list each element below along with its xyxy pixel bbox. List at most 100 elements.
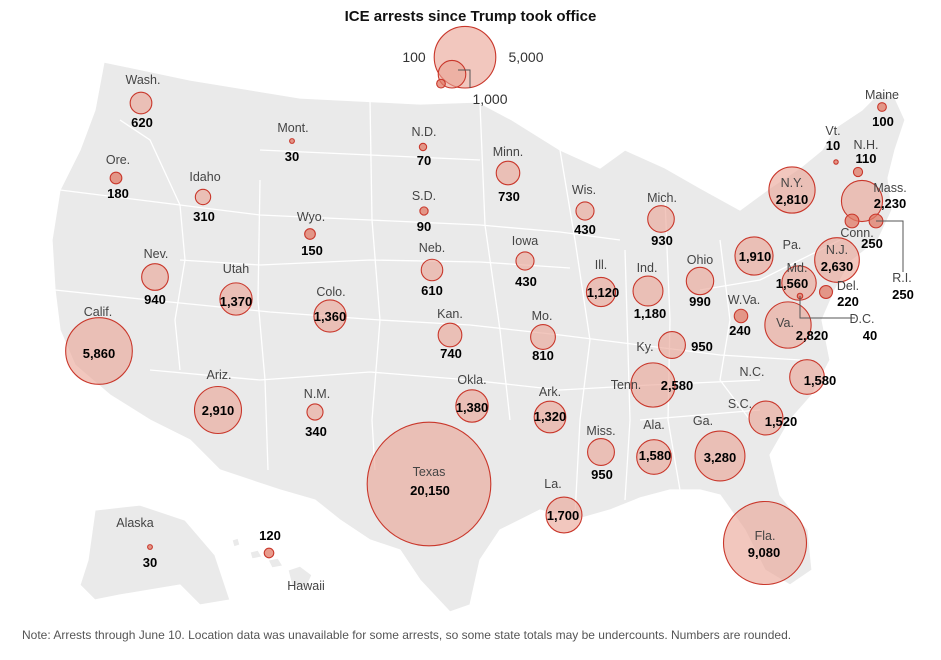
- state-name-ariz: Ariz.: [207, 368, 232, 382]
- state-value-wash: 620: [131, 115, 153, 130]
- state-name-n-h: N.H.: [854, 138, 879, 152]
- state-name-miss: Miss.: [586, 424, 615, 438]
- state-value-colo: 1,360: [314, 309, 347, 324]
- state-name-kan: Kan.: [437, 307, 463, 321]
- state-name-s-d: S.D.: [412, 189, 436, 203]
- state-value-okla: 1,380: [456, 400, 489, 415]
- state-value-kan: 740: [440, 346, 462, 361]
- legend-circle-100: [436, 78, 446, 89]
- contiguous-us-landmass: [51, 61, 906, 613]
- state-labels: Wash. 620 Ore. 180 Calif. 5,860 Idaho 310 Nev. 94…: [83, 73, 914, 593]
- state-name-ore: Ore.: [106, 153, 130, 167]
- bubble-n-m: [306, 403, 324, 421]
- state-name-ala: Ala.: [643, 418, 665, 432]
- state-name-r-i: R.I.: [892, 271, 911, 285]
- bubble-s-c: [748, 400, 784, 436]
- state-name-texas: Texas: [413, 465, 446, 479]
- bubble-iowa: [515, 251, 535, 271]
- state-name-minn: Minn.: [493, 145, 524, 159]
- state-name-neb: Neb.: [419, 241, 445, 255]
- state-value-tenn: 2,580: [661, 378, 694, 393]
- bubble-okla: [455, 389, 489, 423]
- bubble-mass: [840, 179, 884, 223]
- state-value-mo: 810: [532, 348, 554, 363]
- state-value-la: 1,700: [547, 508, 580, 523]
- state-value-va: 2,820: [796, 328, 829, 343]
- state-value-miss: 950: [591, 467, 613, 482]
- bubble-kan: [437, 322, 463, 348]
- state-value-del: 220: [837, 294, 859, 309]
- state-value-w-va: 240: [729, 323, 751, 338]
- state-value-s-d: 90: [417, 219, 431, 234]
- state-value-n-c: 1,580: [804, 373, 837, 388]
- state-value-r-i: 250: [892, 287, 914, 302]
- bubble-n-c: [789, 359, 825, 395]
- state-name-del: Del.: [837, 279, 859, 293]
- state-name-w-va: W.Va.: [728, 293, 760, 307]
- state-name-d-c: D.C.: [850, 312, 875, 326]
- state-value-ga: 3,280: [704, 450, 737, 465]
- state-name-md: Md.: [787, 261, 808, 275]
- bubble-texas: [366, 421, 492, 547]
- state-value-utah: 1,370: [220, 294, 253, 309]
- state-value-iowa: 430: [515, 274, 537, 289]
- state-name-vt: Vt.: [825, 124, 840, 138]
- state-value-pa: 1,910: [739, 249, 772, 264]
- bubble-n-d: [418, 142, 428, 152]
- state-value-mass: 2,230: [874, 196, 907, 211]
- bubble-wash: [129, 91, 153, 115]
- bubble-s-d: [419, 206, 429, 216]
- bubble-colo: [313, 299, 347, 333]
- state-value-calif: 5,860: [83, 346, 116, 361]
- bubble-md: [781, 265, 817, 301]
- state-value-fla: 9,080: [748, 545, 781, 560]
- legend: 100 1,000 5,000: [402, 25, 544, 107]
- legend-label-1: 1,000: [472, 91, 507, 107]
- state-name-ohio: Ohio: [687, 253, 713, 267]
- state-value-ore: 180: [107, 186, 129, 201]
- bubble-conn: [844, 213, 860, 229]
- state-name-wis: Wis.: [572, 183, 596, 197]
- state-name-pa: Pa.: [783, 238, 802, 252]
- alaska-landmass: [79, 504, 231, 606]
- state-value-minn: 730: [498, 189, 520, 204]
- state-name-n-c: N.C.: [740, 365, 765, 379]
- state-value-alaska: 30: [143, 555, 157, 570]
- state-value-nev: 940: [144, 292, 166, 307]
- bubble-ill: [585, 276, 617, 308]
- bubble-ariz: [193, 385, 243, 435]
- bubble-minn: [495, 160, 521, 186]
- state-name-n-d: N.D.: [412, 125, 437, 139]
- bubble-n-h: [852, 166, 864, 178]
- state-value-n-j: 2,630: [821, 259, 854, 274]
- state-name-ill: Ill.: [595, 258, 608, 272]
- bubble-ga: [694, 430, 746, 482]
- state-name-ga: Ga.: [693, 414, 713, 428]
- bubble-tenn: [630, 362, 676, 408]
- bubble-ohio: [685, 266, 715, 296]
- bubble-ala: [636, 439, 672, 475]
- state-name-ky: Ky.: [636, 340, 653, 354]
- leader-lines: [799, 220, 904, 319]
- state-name-idaho: Idaho: [189, 170, 220, 184]
- bubble-alaska: [147, 544, 153, 550]
- state-name-n-y: N.Y.: [781, 176, 804, 190]
- state-value-maine: 100: [872, 114, 894, 129]
- leader-r-i: [876, 220, 904, 272]
- legend-label-0: 100: [402, 49, 426, 65]
- bubble-mo: [530, 324, 556, 350]
- bubble-neb: [420, 258, 444, 282]
- state-value-ky: 950: [691, 339, 713, 354]
- state-name-calif: Calif.: [84, 305, 112, 319]
- bubble-hawaii: [263, 547, 275, 559]
- state-value-ohio: 990: [689, 294, 711, 309]
- state-name-fla: Fla.: [755, 529, 776, 543]
- bubble-maine: [877, 102, 887, 112]
- bubble-n-j: [814, 237, 860, 283]
- bubble-mont: [289, 138, 295, 144]
- state-value-ala: 1,580: [639, 448, 672, 463]
- bubble-nev: [141, 263, 169, 291]
- bubble-wis: [575, 201, 595, 221]
- state-name-iowa: Iowa: [512, 234, 538, 248]
